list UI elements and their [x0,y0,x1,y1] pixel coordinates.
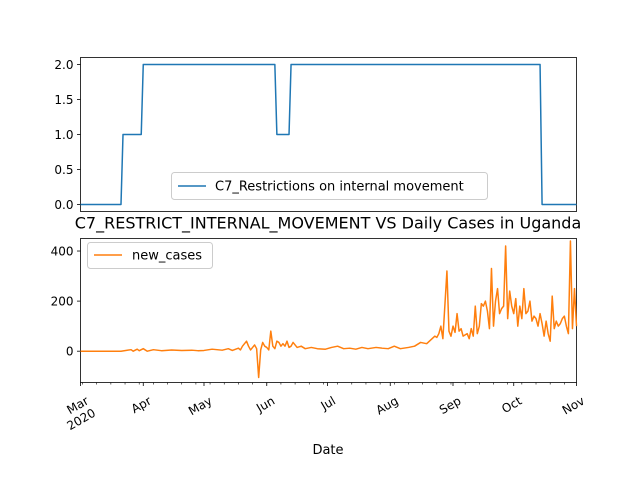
bottom-axes-frame [80,238,577,383]
top-y-ticks: 0.0 0.5 1.0 1.5 2.0 [54,58,81,212]
bottom-legend: new_cases [87,242,213,269]
y-tick-label: 2.0 [54,58,73,72]
x-tick-label: Jun [253,394,277,416]
x-tick-label: Nov [560,394,587,418]
series-line [80,240,578,379]
x-tick-label: Apr [129,394,154,417]
x-tick-label: Sep [437,394,464,417]
x-tick-label: May [186,394,214,419]
x-tick-label: Jul [318,394,338,414]
top-legend: C7_Restrictions on internal movement [171,172,488,200]
x-tick-label: Oct [499,393,524,416]
y-tick-label: 1.0 [54,128,73,142]
top-legend-label: C7_Restrictions on internal movement [215,180,464,195]
x-axis-label: Date [312,443,343,458]
bottom-x-ticks: Mar2020 Apr May Jun Jul Aug Sep Oct Nov [58,382,587,434]
x-tick-label: Aug [373,394,400,418]
bottom-legend-box [87,242,213,269]
y-tick-label: 0.0 [54,198,73,212]
top-axes: 0.0 0.5 1.0 1.5 2.0 C7_Restrictions on inter… [54,57,577,212]
y-tick-label: 400 [51,245,74,259]
y-tick-label: 200 [51,295,74,309]
y-tick-label: 0 [66,345,74,359]
bottom-y-ticks: 0 200 400 [51,245,81,359]
bottom-chart-title: C7_RESTRICT_INTERNAL_MOVEMENT VS Daily C… [75,214,582,234]
series-line [80,63,577,206]
top-legend-box [171,172,488,200]
bottom-legend-label: new_cases [132,249,202,264]
y-tick-label: 0.5 [54,163,73,177]
y-tick-label: 1.5 [54,93,73,107]
bottom-series [80,240,578,379]
x-tick-label: Mar2020 [58,394,99,434]
top-series [80,63,577,206]
